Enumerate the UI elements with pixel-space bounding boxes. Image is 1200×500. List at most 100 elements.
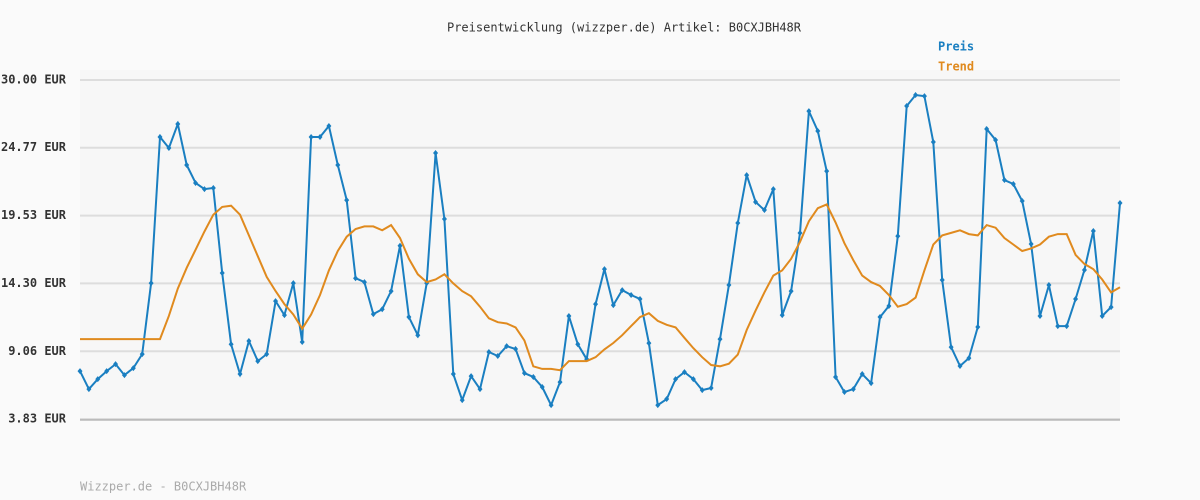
- point: [495, 353, 501, 360]
- point: [895, 233, 901, 240]
- series-line: [79, 93, 1121, 408]
- point: [1117, 200, 1123, 207]
- point: [646, 340, 652, 347]
- point: [477, 386, 483, 393]
- y-tick-label: 9.06 EUR: [8, 344, 67, 358]
- point: [957, 363, 963, 370]
- point: [237, 371, 243, 378]
- point: [148, 280, 154, 287]
- point: [1028, 240, 1034, 247]
- point: [948, 344, 954, 351]
- point: [904, 103, 910, 110]
- point: [308, 133, 314, 140]
- point: [246, 338, 252, 345]
- point: [975, 324, 981, 331]
- point: [708, 385, 714, 392]
- point: [504, 343, 510, 350]
- point: [868, 380, 874, 387]
- point: [433, 150, 439, 157]
- point: [130, 365, 136, 372]
- point: [326, 122, 332, 129]
- point: [379, 306, 385, 313]
- point: [139, 351, 145, 358]
- point: [273, 298, 279, 305]
- point: [939, 277, 945, 284]
- point: [95, 376, 101, 383]
- point: [281, 312, 287, 319]
- point: [184, 161, 190, 168]
- point: [290, 280, 296, 287]
- legend-label: Trend: [938, 60, 974, 74]
- point: [1108, 304, 1114, 311]
- point: [913, 92, 919, 99]
- point: [361, 279, 367, 286]
- point: [993, 136, 999, 143]
- point: [877, 314, 883, 321]
- point: [1010, 181, 1016, 188]
- chart-title: Preisentwicklung (wizzper.de) Artikel: B…: [447, 21, 802, 35]
- point: [486, 349, 492, 356]
- point: [575, 341, 581, 348]
- point: [726, 282, 732, 289]
- point: [397, 242, 403, 249]
- point: [1064, 323, 1070, 330]
- point: [673, 376, 679, 383]
- point: [628, 292, 634, 299]
- point: [219, 270, 225, 277]
- point: [930, 139, 936, 146]
- point: [210, 185, 216, 192]
- point: [717, 336, 723, 343]
- point: [353, 275, 359, 282]
- point: [655, 402, 661, 409]
- point: [264, 351, 270, 358]
- point: [601, 266, 607, 273]
- point: [753, 199, 759, 206]
- point: [833, 374, 839, 381]
- point: [193, 179, 199, 186]
- point: [744, 172, 750, 179]
- point: [984, 125, 990, 132]
- point: [735, 220, 741, 227]
- point: [86, 386, 92, 393]
- point: [450, 371, 456, 378]
- point: [530, 374, 536, 381]
- point: [566, 313, 572, 320]
- point: [1046, 282, 1052, 289]
- point: [557, 379, 563, 386]
- point: [255, 358, 261, 365]
- point: [299, 339, 305, 346]
- point: [1090, 228, 1096, 235]
- point: [681, 369, 687, 376]
- point: [335, 161, 341, 168]
- y-tick-label: 24.77 EUR: [1, 140, 67, 154]
- point: [175, 121, 181, 128]
- point: [104, 368, 110, 375]
- point: [317, 133, 323, 140]
- point: [1037, 313, 1043, 320]
- point: [344, 197, 350, 204]
- point: [788, 288, 794, 295]
- point: [1099, 313, 1105, 320]
- point: [415, 332, 421, 339]
- point: [521, 370, 527, 377]
- point: [966, 355, 972, 362]
- point: [761, 207, 767, 214]
- point: [228, 341, 234, 348]
- point: [690, 376, 696, 383]
- point: [779, 312, 785, 319]
- point: [513, 346, 519, 353]
- point: [459, 397, 465, 404]
- point: [1073, 296, 1079, 303]
- point: [637, 296, 643, 303]
- footer: Wizzper.de - B0CXJBH48R: [80, 480, 247, 494]
- point: [406, 314, 412, 321]
- point: [850, 386, 856, 393]
- point: [797, 229, 803, 236]
- point: [370, 311, 376, 318]
- point: [121, 372, 127, 379]
- y-tick-label: 14.30 EUR: [1, 276, 67, 290]
- legend-label: Preis: [938, 40, 974, 54]
- y-tick-label: 30.00 EUR: [1, 73, 67, 87]
- plot-area: [80, 70, 1120, 420]
